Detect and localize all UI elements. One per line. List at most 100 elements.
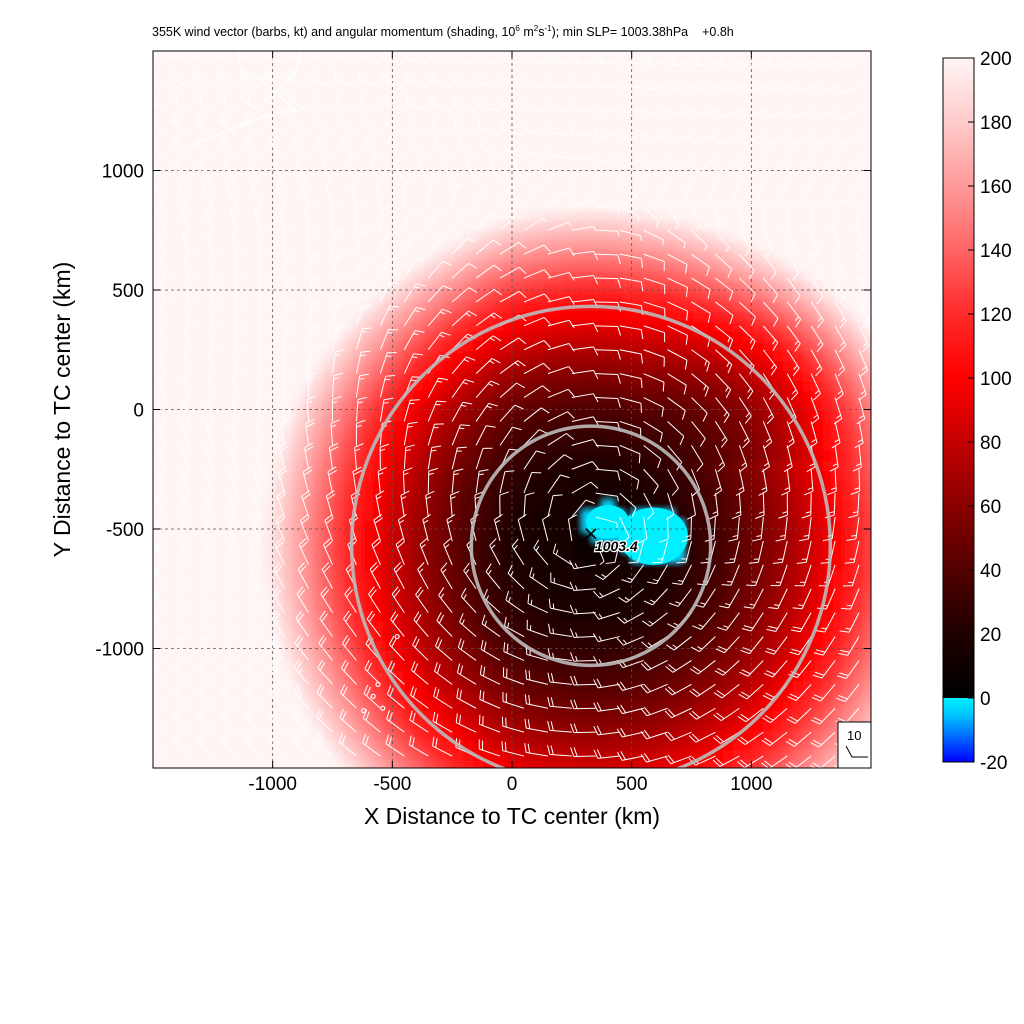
wind-barb — [499, 426, 522, 446]
wind-barb — [259, 276, 270, 302]
wind-barb — [201, 562, 214, 590]
colorbar-tick-label: 80 — [980, 433, 1001, 454]
wind-barb — [384, 114, 405, 136]
wind-barb — [373, 514, 383, 542]
wind-barb — [337, 113, 357, 136]
wind-barb — [369, 155, 381, 183]
wind-barb — [283, 347, 294, 374]
wind-barb — [499, 266, 527, 279]
wind-barb — [640, 683, 668, 694]
wind-barb — [193, 90, 214, 112]
wind-barb — [571, 461, 599, 470]
wind-barb — [736, 108, 764, 119]
wind-barb — [619, 468, 640, 490]
wind-barb — [271, 610, 286, 637]
wind-barb — [691, 253, 710, 277]
wind-barb — [427, 467, 439, 494]
colorbar: -20 0 20 40 60 80 100 120 140 160 180 200 — [942, 49, 1012, 774]
wind-barb — [208, 323, 219, 350]
colorbar-tick-label: 140 — [980, 241, 1012, 262]
wind-barb — [295, 610, 309, 637]
wind-barb — [523, 362, 551, 375]
wind-barb — [617, 79, 644, 90]
wind-barb — [153, 51, 166, 64]
wind-barb — [259, 323, 269, 350]
wind-barb — [719, 588, 740, 609]
wind-barb — [479, 665, 501, 685]
wind-barb — [836, 684, 860, 703]
wind-barb — [403, 444, 416, 470]
wind-barb — [446, 514, 456, 542]
wind-barb — [203, 490, 214, 518]
wind-barb — [834, 301, 847, 329]
wind-barb — [735, 469, 745, 497]
wind-barb — [179, 490, 190, 518]
wind-barb — [810, 373, 821, 401]
wind-barb — [738, 158, 764, 174]
wind-barb — [379, 352, 397, 374]
wind-barb — [433, 662, 453, 685]
wind-barb — [379, 257, 399, 279]
wind-barb — [155, 203, 166, 231]
wind-barb — [475, 213, 496, 231]
wind-barb — [715, 421, 728, 448]
wind-barb — [810, 301, 824, 329]
wind-barb — [593, 678, 620, 689]
wind-barb — [168, 67, 190, 88]
wind-barb — [529, 567, 549, 590]
wind-barb — [546, 100, 572, 112]
wind-barb — [282, 228, 292, 255]
wind-barb — [379, 305, 400, 327]
wind-barb — [738, 421, 750, 449]
wind-barb — [225, 562, 238, 589]
wind-barb — [815, 612, 836, 633]
wind-barb — [652, 182, 669, 203]
wind-barb — [691, 229, 708, 251]
wind-barb — [332, 302, 347, 326]
wind-barb — [617, 612, 644, 624]
wind-barb — [428, 51, 453, 64]
wind-barb — [457, 136, 477, 159]
wind-barb — [741, 612, 764, 632]
wind-barb — [616, 179, 623, 186]
wind-barb — [179, 466, 190, 494]
wind-barb — [617, 54, 644, 65]
wind-barb — [834, 253, 845, 282]
wind-barb — [222, 658, 238, 685]
wind-barb — [501, 741, 525, 757]
island-outline — [380, 705, 386, 711]
wind-barb — [715, 373, 732, 399]
wind-barb — [616, 751, 644, 761]
wind-barb — [159, 322, 169, 350]
wind-barb — [157, 394, 167, 422]
wind-barb — [427, 209, 448, 231]
wind-barb — [403, 208, 420, 231]
wind-barb — [355, 280, 374, 303]
wind-barb — [784, 83, 812, 94]
wind-barb — [570, 125, 596, 136]
wind-barb — [547, 272, 575, 281]
wind-barb — [153, 134, 166, 159]
wind-barb — [379, 328, 399, 350]
wind-barb — [717, 612, 740, 631]
wind-barb — [547, 696, 572, 709]
wind-barb — [499, 241, 527, 255]
wind-barb — [234, 299, 245, 326]
wind-barb — [762, 397, 775, 425]
wind-barb — [569, 604, 596, 615]
wind-barb — [548, 623, 572, 638]
wind-barb — [810, 731, 836, 748]
wind-barb — [640, 706, 668, 717]
barb-key-symbol — [845, 745, 868, 758]
wind-barb — [712, 108, 740, 118]
wind-barb — [676, 540, 692, 564]
wind-barb — [403, 353, 424, 374]
wind-barb — [547, 474, 570, 494]
wind-barb — [306, 395, 316, 422]
wind-barb — [524, 121, 548, 136]
wind-barb — [273, 562, 286, 589]
wind-barb — [667, 206, 680, 230]
wind-barb — [412, 636, 429, 661]
wind-barb — [231, 227, 241, 255]
wind-barb — [221, 683, 238, 709]
